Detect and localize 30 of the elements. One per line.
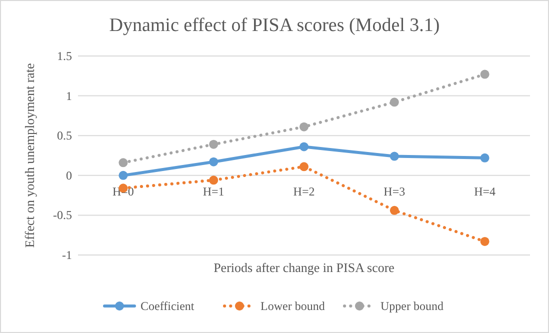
y-tick-label: 1.5 <box>57 49 72 63</box>
x-tick-label: H=4 <box>474 184 496 198</box>
point <box>118 158 128 168</box>
legend-label: Upper bound <box>380 299 444 313</box>
point <box>390 152 399 161</box>
point <box>209 140 218 149</box>
point <box>480 70 490 79</box>
point <box>300 142 308 152</box>
y-tick-label: 1 <box>66 88 72 103</box>
y-tick-label: 0 <box>66 168 72 182</box>
y-tick-label: 0.5 <box>57 128 72 143</box>
point <box>480 236 490 246</box>
y-axis-title: Effect on youth unemployment rate <box>22 62 37 248</box>
x-axis-title: Periods after change in PISA score <box>214 260 395 275</box>
x-tick-label: H=3 <box>384 184 406 198</box>
x-tick-label: H=2 <box>293 184 315 198</box>
legend-label: Lower bound <box>260 299 325 313</box>
point <box>390 206 399 215</box>
point <box>300 122 308 132</box>
chart-title: Dynamic effect of PISA scores (Model 3.1) <box>109 15 440 36</box>
y-tick-label: -0.5 <box>53 208 72 222</box>
point <box>300 162 308 172</box>
legend-label: Coefficient <box>140 299 195 313</box>
point <box>209 157 218 166</box>
y-tick-label: -1 <box>62 248 72 262</box>
point <box>118 170 128 180</box>
point <box>209 176 218 185</box>
point <box>390 98 399 107</box>
point <box>480 153 490 162</box>
x-tick-label: H=1 <box>202 184 224 198</box>
